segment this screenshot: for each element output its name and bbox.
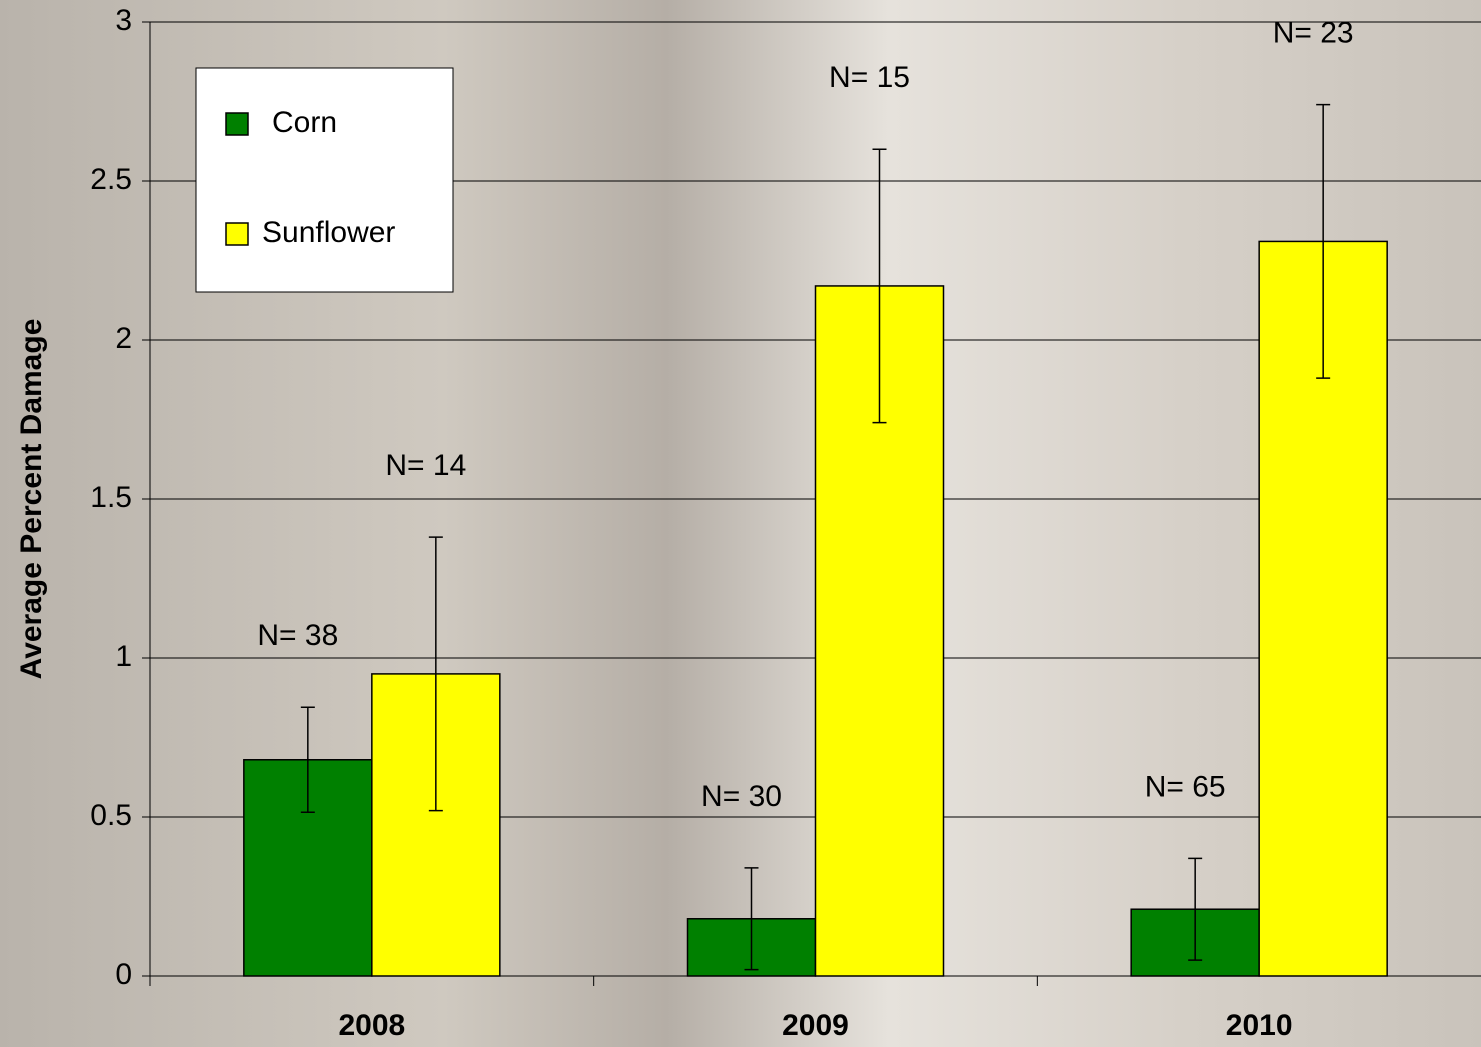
legend-swatch: [226, 113, 248, 135]
y-tick-label: 3: [115, 4, 132, 37]
x-tick-label: 2010: [1226, 1009, 1293, 1042]
n-label: N= 15: [829, 61, 910, 94]
y-axis-label: Average Percent Damage: [15, 319, 48, 680]
n-label: N= 23: [1273, 17, 1354, 50]
x-tick-label: 2009: [782, 1009, 849, 1042]
y-tick-label: 0.5: [90, 799, 132, 832]
n-label: N= 38: [257, 619, 338, 652]
y-tick-label: 2.5: [90, 163, 132, 196]
x-tick-label: 2008: [338, 1009, 405, 1042]
y-tick-label: 0: [115, 958, 132, 991]
n-label: N= 14: [385, 449, 466, 482]
chart: Average Percent Damage 0 0.5 1 1.5 2 2.5 3 2008…: [0, 0, 1481, 1047]
n-label: N= 30: [701, 780, 782, 813]
legend-swatch: [226, 223, 248, 245]
y-tick-label: 1: [115, 640, 132, 673]
y-tick-label: 2: [115, 322, 132, 355]
legend: [196, 68, 453, 292]
legend-label: Sunflower: [262, 216, 395, 249]
n-label: N= 65: [1145, 770, 1226, 803]
legend-label: Corn: [272, 106, 337, 139]
y-tick-label: 1.5: [90, 481, 132, 514]
